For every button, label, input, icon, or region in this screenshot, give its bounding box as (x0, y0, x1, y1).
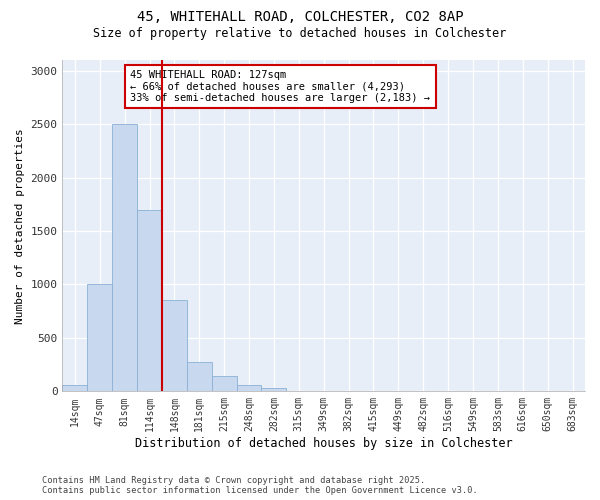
X-axis label: Distribution of detached houses by size in Colchester: Distribution of detached houses by size … (135, 437, 512, 450)
Text: 45, WHITEHALL ROAD, COLCHESTER, CO2 8AP: 45, WHITEHALL ROAD, COLCHESTER, CO2 8AP (137, 10, 463, 24)
Bar (212, 376, 236, 392)
Bar (137, 210, 162, 392)
Bar (62, 385, 88, 392)
Bar (88, 284, 112, 392)
Y-axis label: Number of detached properties: Number of detached properties (15, 128, 25, 324)
Text: Contains HM Land Registry data © Crown copyright and database right 2025.
Contai: Contains HM Land Registry data © Crown c… (42, 476, 478, 495)
Text: Size of property relative to detached houses in Colchester: Size of property relative to detached ho… (94, 28, 506, 40)
Bar (162, 300, 187, 392)
Bar (236, 385, 262, 392)
Bar (187, 362, 212, 392)
Bar (262, 388, 286, 392)
Text: 45 WHITEHALL ROAD: 127sqm
← 66% of detached houses are smaller (4,293)
33% of se: 45 WHITEHALL ROAD: 127sqm ← 66% of detac… (130, 70, 430, 103)
Bar (112, 124, 137, 392)
